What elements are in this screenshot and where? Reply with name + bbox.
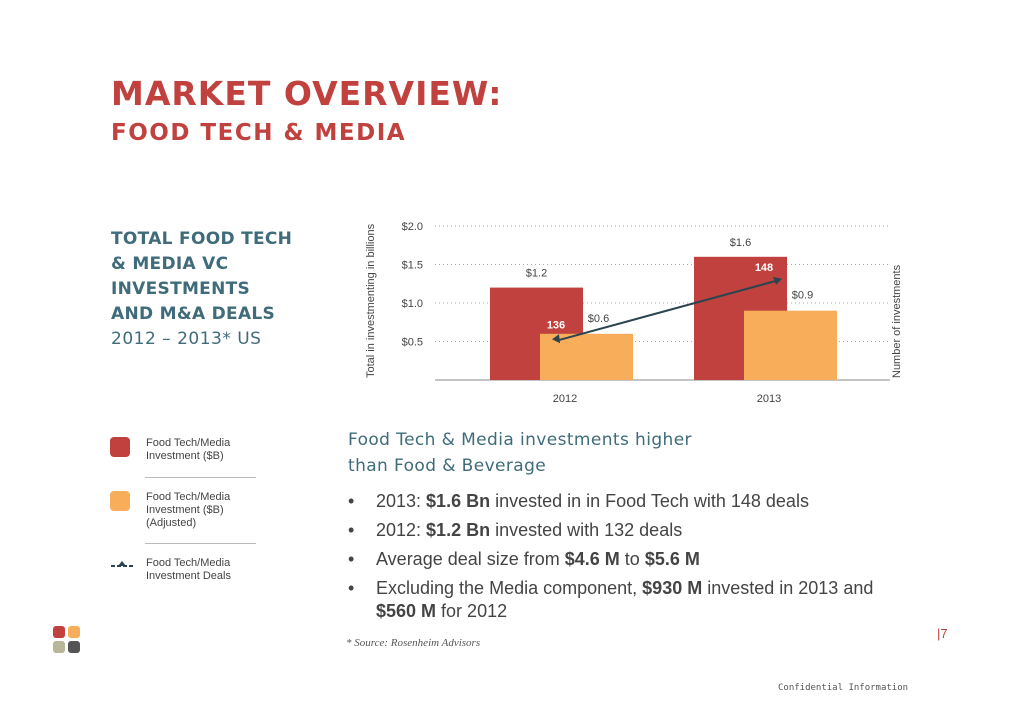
bar-adjusted bbox=[540, 333, 633, 380]
y-tick-label: $1.5 bbox=[402, 260, 423, 272]
bullet-text: 2013: bbox=[376, 491, 427, 511]
bullet-highlight: $5.6 M bbox=[644, 549, 700, 569]
x-tick-label: 2012 bbox=[553, 393, 577, 405]
summary-bullet: • 2013: $1.6 Bn invested in in Food Tech … bbox=[348, 490, 908, 513]
chart-labels: $0.5 $1.0 $1.5 $2.0 $1.2 $0.6 2012 $1.6 $0.9 2013… bbox=[402, 221, 814, 405]
deals-line-marker bbox=[552, 334, 560, 344]
bullet-text: 2012: bbox=[376, 520, 427, 540]
confidential-label: Confidential Information bbox=[778, 683, 909, 693]
deals-line-segment bbox=[557, 279, 777, 342]
bar-adjusted bbox=[744, 310, 837, 380]
logo-square bbox=[68, 641, 80, 653]
summary-bullet-list: • 2013: $1.6 Bn invested in in Food Tech … bbox=[348, 490, 908, 629]
bullet-text: invested in 2013 and bbox=[702, 578, 874, 598]
sidebar-heading-line: INVESTMENTS bbox=[111, 279, 251, 299]
red-square-swatch bbox=[110, 437, 130, 457]
bar-label-adjusted: $0.9 bbox=[792, 290, 813, 302]
logo-square bbox=[53, 626, 65, 638]
sidebar-heading-line: & MEDIA VC bbox=[111, 254, 229, 274]
bullet-dot: • bbox=[348, 491, 355, 511]
sidebar-subheading: 2012 – 2013* US bbox=[111, 329, 262, 349]
bar-label-adjusted: $0.6 bbox=[588, 313, 609, 325]
sidebar-heading-line: AND M&A DEALS bbox=[111, 304, 276, 324]
page-number: |7 bbox=[937, 626, 948, 641]
deals-line-label: 148 bbox=[755, 262, 773, 274]
logo-square bbox=[68, 626, 80, 638]
legend-label: Food Tech/Media Investment ($B) bbox=[146, 437, 231, 462]
y-tick-label: $0.5 bbox=[402, 337, 423, 349]
bullet-text: to bbox=[619, 549, 645, 569]
logo-square bbox=[53, 641, 65, 653]
bullet-highlight: $1.6 Bn bbox=[426, 491, 491, 511]
bullet-dot: • bbox=[348, 578, 355, 598]
legend-label: Food Tech/Media Investment ($B) (Adjuste… bbox=[146, 491, 231, 529]
line-with-triangle-icon bbox=[111, 561, 133, 567]
page-title: MARKET OVERVIEW: bbox=[111, 74, 503, 113]
company-logo-icon bbox=[53, 626, 83, 656]
deals-line-marker bbox=[773, 276, 782, 285]
bullet-text: Average deal size from bbox=[376, 549, 565, 569]
chart-deals-line bbox=[552, 276, 782, 344]
bar-label-investment: $1.2 bbox=[526, 268, 547, 280]
legend-label: Food Tech/Media Investment Deals bbox=[146, 557, 231, 582]
summary-heading-line: than Food & Beverage bbox=[348, 456, 547, 476]
deals-line-label: 136 bbox=[547, 319, 565, 331]
y2-axis-label: Number of investments bbox=[891, 264, 903, 378]
investment-chart: $0.5 $1.0 $1.5 $2.0 $1.2 $0.6 2012 $1.6 $0.9 2013… bbox=[365, 221, 903, 405]
bullet-highlight: $560 M bbox=[376, 601, 437, 621]
bullet-highlight: $930 M bbox=[642, 578, 703, 598]
bullet-text: Excluding the Media component, bbox=[376, 578, 643, 598]
page-subtitle: FOOD TECH & MEDIA bbox=[111, 120, 407, 146]
bullet-highlight: $4.6 M bbox=[564, 549, 620, 569]
legend-divider bbox=[145, 543, 256, 544]
summary-bullet: • Average deal size from $4.6 M to $5.6 M bbox=[348, 548, 908, 571]
summary-bullet: • 2012: $1.2 Bn invested with 132 deals bbox=[348, 519, 908, 542]
y-tick-label: $1.0 bbox=[402, 298, 423, 310]
chart-bars bbox=[490, 256, 837, 380]
bullet-highlight: $1.2 Bn bbox=[426, 520, 491, 540]
y-tick-label: $2.0 bbox=[402, 221, 423, 233]
bullet-text: invested in in Food Tech with 148 deals bbox=[490, 491, 809, 511]
bar-label-investment: $1.6 bbox=[730, 237, 751, 249]
bullet-text: for 2012 bbox=[436, 601, 508, 621]
summary-bullet: • Excluding the Media component, $930 M i… bbox=[348, 577, 908, 623]
source-note: * Source: Rosenheim Advisors bbox=[346, 637, 481, 649]
legend-divider bbox=[145, 477, 256, 478]
summary-heading: Food Tech & Media investments higher tha… bbox=[348, 427, 788, 479]
x-tick-label: 2013 bbox=[757, 393, 781, 405]
y-axis-label: Total in investmenting in billions bbox=[365, 223, 377, 378]
bullet-text: invested with 132 deals bbox=[490, 520, 683, 540]
bullet-dot: • bbox=[348, 520, 355, 540]
bullet-dot: • bbox=[348, 549, 355, 569]
orange-square-swatch bbox=[110, 491, 130, 511]
sidebar-heading-line: TOTAL FOOD TECH bbox=[111, 229, 293, 249]
summary-heading-line: Food Tech & Media investments higher bbox=[348, 430, 692, 450]
sidebar-heading: TOTAL FOOD TECH & MEDIA VC INVESTMENTS A… bbox=[111, 227, 321, 327]
